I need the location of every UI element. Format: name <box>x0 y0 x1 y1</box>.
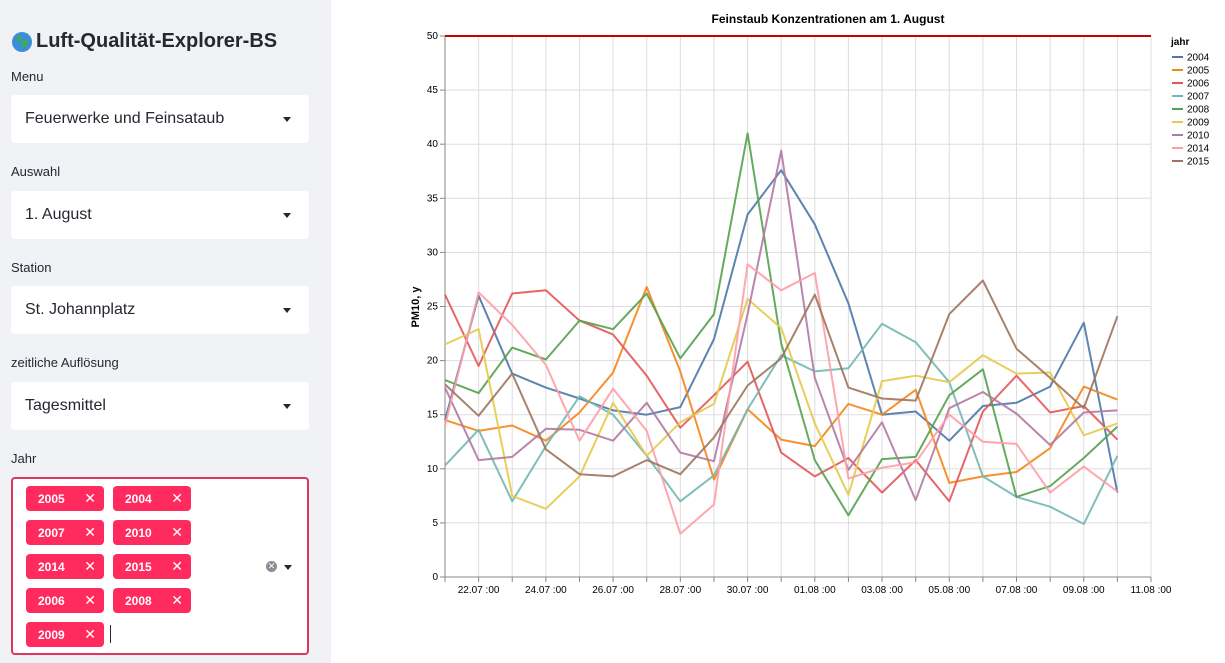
app-title-text: Luft-Qualität-Explorer-BS <box>36 30 278 52</box>
app-title: Luft-Qualität-Explorer-BS <box>11 30 277 53</box>
close-icon[interactable]: ✕ <box>171 524 183 540</box>
x-tick-label: 11.08 :00 <box>1131 585 1172 596</box>
close-icon[interactable]: ✕ <box>84 490 96 506</box>
close-icon[interactable]: ✕ <box>84 558 96 574</box>
y-axis-label: PM10, y <box>410 286 422 328</box>
y-tick-label: 20 <box>427 356 439 367</box>
sidebar: Luft-Qualität-Explorer-BS Menu Feuerwerk… <box>0 0 331 663</box>
chart-lines <box>444 35 1151 535</box>
x-tick-label: 09.08 :00 <box>1063 585 1105 596</box>
x-tick-label: 30.07 :00 <box>727 585 769 596</box>
tag-label: 2008 <box>125 594 152 608</box>
auswahl-select-value: 1. August <box>25 206 92 223</box>
tag-chip[interactable]: 2006 ✕ <box>26 588 104 613</box>
auswahl-select[interactable]: 1. August <box>11 191 309 239</box>
tag-chip[interactable]: 2005 ✕ <box>26 486 104 511</box>
x-tick-label: 28.07 :00 <box>659 585 701 596</box>
chart-legend: 2004 2005 2006 2007 2008 2009 2010 2014 2015 <box>1172 53 1210 168</box>
series-line-2010 <box>444 149 1118 502</box>
jahr-multiselect[interactable]: 2005 ✕ 2004 ✕ 2007 ✕ 2010 ✕ 2014 ✕ 2015 … <box>11 477 309 655</box>
y-tick-label: 35 <box>427 193 439 204</box>
series-line-2008 <box>444 132 1119 517</box>
y-tick-label: 25 <box>427 302 439 313</box>
tag-chip[interactable]: 2007 ✕ <box>26 520 104 545</box>
chevron-down-icon <box>283 404 291 409</box>
tag-label: 2014 <box>38 560 65 574</box>
close-icon[interactable]: ✕ <box>171 558 183 574</box>
station-label: Station <box>11 260 52 275</box>
legend-label: 2007 <box>1187 92 1210 103</box>
close-icon[interactable]: ✕ <box>84 524 96 540</box>
x-tick-label: 03.08 :00 <box>861 585 903 596</box>
chart-title: Feinstaub Konzentrationen am 1. August <box>712 12 945 26</box>
legend-label: 2008 <box>1187 105 1210 116</box>
tag-label: 2004 <box>125 492 152 506</box>
auswahl-label: Auswahl <box>11 164 61 179</box>
menu-label: Menu <box>11 69 44 84</box>
aufloesung-select-value: Tagesmittel <box>25 397 106 414</box>
close-icon[interactable]: ✕ <box>84 626 96 642</box>
y-tick-label: 50 <box>427 31 439 42</box>
chart-grid <box>444 35 1152 578</box>
y-tick-label: 15 <box>427 410 439 421</box>
chevron-down-icon[interactable] <box>284 565 292 570</box>
legend-label: 2004 <box>1187 53 1210 64</box>
series-line-2006 <box>444 289 1119 503</box>
tag-chip[interactable]: 2008 ✕ <box>113 588 191 613</box>
y-tick-label: 45 <box>427 85 439 96</box>
tag-chip[interactable]: 2009 ✕ <box>26 622 104 647</box>
x-tick-label: 07.08 :00 <box>996 585 1038 596</box>
y-tick-label: 40 <box>427 139 439 150</box>
close-icon[interactable]: ✕ <box>84 592 96 608</box>
pm10-line-chart: Feinstaub Konzentrationen am 1. August P… <box>410 12 1210 596</box>
menu-select-value: Feuerwerke und Feinsataub <box>25 110 225 127</box>
y-tick-label: 30 <box>427 247 439 258</box>
y-tick-label: 0 <box>432 572 438 583</box>
legend-label: 2009 <box>1187 118 1210 129</box>
legend-label: 2014 <box>1187 144 1210 155</box>
tag-label: 2009 <box>38 628 65 642</box>
globe-icon <box>12 31 32 52</box>
x-tick-label: 01.08 :00 <box>794 585 836 596</box>
tag-chip[interactable]: 2014 ✕ <box>26 554 104 579</box>
x-tick-label: 05.08 :00 <box>928 585 970 596</box>
tag-label: 2010 <box>125 526 152 540</box>
jahr-label: Jahr <box>11 451 37 466</box>
station-select-value: St. Johannplatz <box>25 301 136 318</box>
series-line-2014 <box>444 263 1118 535</box>
tag-label: 2005 <box>38 492 65 506</box>
x-tick-label: 24.07 :00 <box>525 585 567 596</box>
y-tick-label: 5 <box>432 518 438 529</box>
chevron-down-icon <box>283 117 291 122</box>
series-line-2015 <box>444 279 1119 478</box>
clear-all-icon[interactable]: ✕ <box>266 561 277 572</box>
legend-title: jahr <box>1170 37 1189 48</box>
chart-axes: 0 5 10 15 20 25 30 35 40 45 50 22.07 :00 24.07 :00 26… <box>427 31 1172 596</box>
x-tick-label: 26.07 :00 <box>592 585 634 596</box>
tag-chip[interactable]: 2015 ✕ <box>113 554 191 579</box>
station-select[interactable]: St. Johannplatz <box>11 286 309 334</box>
legend-label: 2006 <box>1187 79 1210 90</box>
legend-label: 2010 <box>1187 131 1210 142</box>
tag-chip[interactable]: 2010 ✕ <box>113 520 191 545</box>
chevron-down-icon <box>283 308 291 313</box>
aufloesung-label: zeitliche Auflösung <box>11 355 119 370</box>
tag-label: 2006 <box>38 594 65 608</box>
menu-select[interactable]: Feuerwerke und Feinsataub <box>11 95 309 143</box>
close-icon[interactable]: ✕ <box>171 592 183 608</box>
text-cursor <box>110 625 111 643</box>
y-tick-label: 10 <box>427 464 439 475</box>
chevron-down-icon <box>283 213 291 218</box>
series-line-2005 <box>444 286 1118 484</box>
series-line-2009 <box>444 297 1118 510</box>
x-tick-label: 22.07 :00 <box>458 585 500 596</box>
legend-label: 2015 <box>1187 157 1210 168</box>
legend-label: 2005 <box>1187 66 1210 77</box>
tag-label: 2007 <box>38 526 65 540</box>
tag-label: 2015 <box>125 560 152 574</box>
close-icon[interactable]: ✕ <box>171 490 183 506</box>
aufloesung-select[interactable]: Tagesmittel <box>11 382 309 430</box>
tag-chip[interactable]: 2004 ✕ <box>113 486 191 511</box>
